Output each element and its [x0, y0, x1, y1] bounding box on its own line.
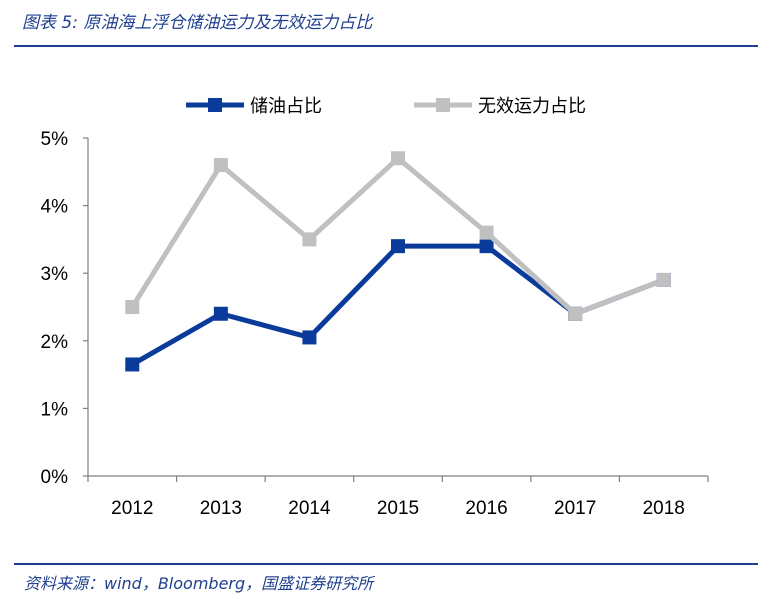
series-line-1 [131, 243, 665, 367]
data-point [302, 330, 317, 345]
line-chart: 0% 1% 2% 3% 4% 5% 2012 2013 2014 2015 2016 2017 2018… [41, 96, 709, 519]
x-tick-label: 2013 [200, 498, 242, 519]
data-point [125, 300, 140, 314]
legend-label: 储油占比 [250, 96, 322, 117]
chart-title: 图表 5: 原油海上浮仓储油运力及无效运力占比 [22, 13, 373, 33]
data-point [213, 158, 228, 173]
series-group [125, 151, 671, 372]
data-point [391, 239, 405, 254]
data-point [568, 306, 583, 321]
data-point [302, 232, 317, 247]
legend-marker [208, 98, 222, 112]
y-tick-label: 1% [41, 399, 69, 420]
y-tick-label: 0% [41, 467, 69, 488]
data-point [213, 306, 228, 321]
x-tick-label: 2016 [465, 498, 507, 519]
series-line-2 [130, 155, 665, 317]
axes: 0% 1% 2% 3% 4% 5% 2012 2013 2014 2015 2016 2017 2018 [41, 129, 709, 519]
legend: 储油占比 无效运力占比 [186, 96, 586, 117]
y-tick-label: 3% [41, 264, 69, 285]
y-tick-label: 2% [41, 332, 69, 353]
data-point [391, 151, 405, 166]
x-tick-label: 2012 [111, 498, 153, 519]
data-point [656, 272, 671, 287]
x-tick-label: 2017 [554, 498, 596, 519]
data-point [479, 239, 494, 254]
legend-marker [436, 98, 450, 112]
data-point [125, 357, 140, 372]
data-point [479, 225, 494, 240]
x-tick-label: 2014 [288, 498, 331, 519]
legend-label: 无效运力占比 [478, 96, 586, 117]
x-tick-label: 2018 [643, 498, 685, 519]
y-tick-label: 4% [41, 197, 69, 218]
source-note: 资料来源：wind，Bloomberg，国盛证券研究所 [24, 574, 374, 593]
x-tick-label: 2015 [377, 498, 419, 519]
y-tick-label: 5% [41, 129, 69, 150]
bottom-divider [14, 563, 758, 565]
top-divider [14, 45, 758, 47]
